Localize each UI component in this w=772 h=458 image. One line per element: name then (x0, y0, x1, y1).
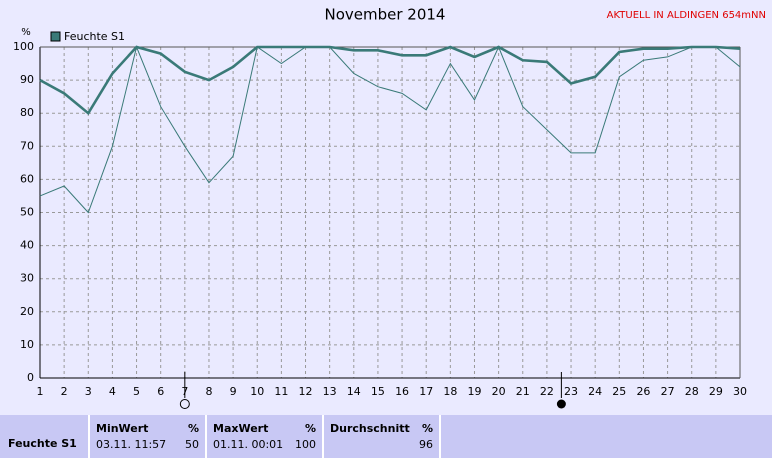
chart-title: November 2014 (325, 6, 446, 24)
x-tick-label: 30 (733, 385, 747, 398)
full-moon (179, 399, 190, 409)
x-tick-label: 5 (133, 385, 140, 398)
y-axis-label: % (21, 27, 31, 38)
y-tick-label: 50 (20, 206, 34, 219)
stats-label-cell: Feuchte S1 (0, 415, 86, 458)
x-tick-label: 20 (492, 385, 506, 398)
x-tick-label: 29 (709, 385, 723, 398)
stats-table: Feuchte S1 MinWert% 03.11. 11:57 50 MaxWert… (0, 415, 772, 458)
x-tick-label: 2 (61, 385, 68, 398)
x-tick-label: 26 (636, 385, 650, 398)
stats-value: 50 (185, 438, 199, 451)
x-tick-label: 16 (395, 385, 409, 398)
x-tick-label: 9 (230, 385, 237, 398)
stats-time: 01.11. 00:01 (213, 438, 284, 451)
x-tick-label: 28 (685, 385, 699, 398)
x-tick-label: 6 (157, 385, 164, 398)
x-tick-label: 1 (37, 385, 44, 398)
x-tick-label: 27 (661, 385, 675, 398)
data-line (39, 45, 741, 214)
y-tick-label: 0 (27, 371, 34, 384)
x-tick-label: 12 (299, 385, 313, 398)
y-tick-label: 30 (20, 272, 34, 285)
stats-value: 100 (295, 438, 316, 451)
x-tick-label: 17 (419, 385, 433, 398)
legend-label: Feuchte S1 (64, 30, 125, 43)
new-moon (556, 399, 566, 409)
y-tick-label: 90 (20, 73, 34, 86)
stats-label: Feuchte S1 (8, 437, 77, 450)
x-tick-label: 3 (85, 385, 92, 398)
x-tick-label: 15 (371, 385, 385, 398)
stats-title: MinWert (96, 422, 149, 435)
x-tick-label: 10 (250, 385, 264, 398)
stats-unit: % (304, 422, 316, 435)
stats-cell: Durchschnitt% 96 (322, 415, 439, 458)
y-tick-label: 70 (20, 139, 34, 152)
stats-unit: % (187, 422, 199, 435)
legend-swatch (50, 31, 61, 42)
x-tick-label: 13 (323, 385, 337, 398)
y-tick-label: 60 (20, 172, 34, 185)
x-tick-label: 22 (540, 385, 554, 398)
stats-cell: MinWert% 03.11. 11:57 50 (88, 415, 205, 458)
x-tick-label: 14 (347, 385, 361, 398)
x-tick-label: 19 (467, 385, 481, 398)
stats-divider (439, 415, 442, 458)
data-line (39, 45, 741, 116)
x-tick-label: 18 (443, 385, 457, 398)
x-tick-label: 23 (564, 385, 578, 398)
stats-title: MaxWert (213, 422, 269, 435)
x-tick-label: 8 (205, 385, 212, 398)
stats-time: 03.11. 11:57 (96, 438, 167, 451)
y-tick-label: 20 (20, 305, 34, 318)
x-tick-label: 25 (612, 385, 626, 398)
y-tick-label: 40 (20, 239, 34, 252)
y-tick-label: 10 (20, 338, 34, 351)
y-tick-label: 80 (20, 106, 34, 119)
x-tick-label: 24 (588, 385, 602, 398)
chart: November 2014 AKTUELL IN ALDINGEN 654mNN… (13, 6, 766, 409)
stats-value: 96 (419, 438, 433, 451)
x-tick-label: 21 (516, 385, 530, 398)
stats-cell: MaxWert% 01.11. 00:01 100 (205, 415, 322, 458)
y-tick-label: 100 (13, 40, 34, 53)
x-tick-label: 11 (274, 385, 288, 398)
stats-title: Durchschnitt (330, 422, 410, 435)
station-label: AKTUELL IN ALDINGEN 654mNN (607, 10, 766, 21)
x-tick-label: 4 (109, 385, 116, 398)
stats-unit: % (421, 422, 433, 435)
